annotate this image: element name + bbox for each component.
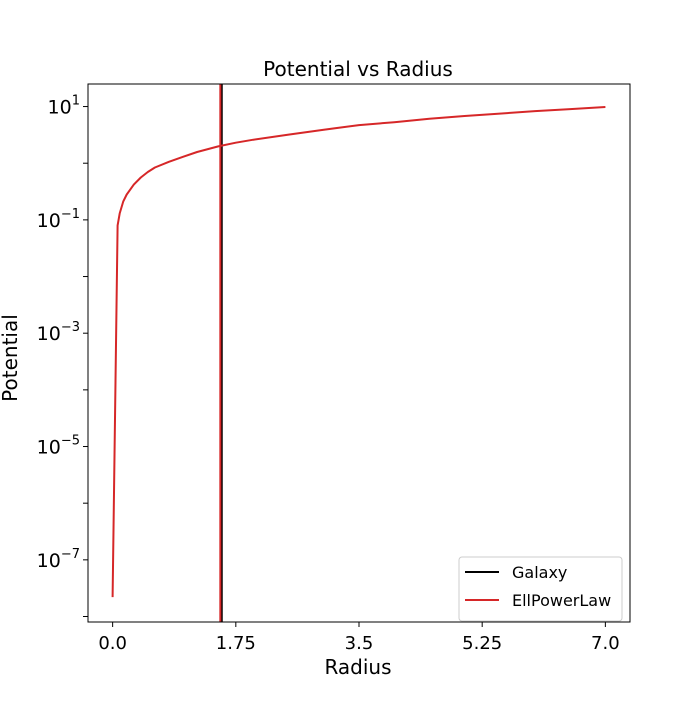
legend-box [458, 556, 623, 622]
x-tick-label: 1.75 [216, 633, 256, 654]
y-axis-label: Potential [0, 314, 22, 402]
series-line-ellpowerlaw [111, 106, 606, 598]
x-axis-label: Radius [324, 655, 391, 679]
legend-label-ellpowerlaw: EllPowerLaw [512, 591, 611, 610]
y-tick-label: 10−3 [37, 320, 80, 345]
x-axis: 0.0 1.75 3.5 5.25 7.0 [98, 622, 620, 654]
y-tick-label: 10−7 [37, 547, 80, 572]
x-tick-label: 7.0 [591, 633, 620, 654]
plot-frame [87, 83, 631, 623]
legend-label-galaxy: Galaxy [512, 563, 567, 582]
y-axis: 101 10−1 10−3 10−5 10−7 [37, 94, 88, 618]
y-tick-label: 10−1 [37, 207, 80, 232]
x-tick-label: 3.5 [345, 633, 374, 654]
legend: Galaxy EllPowerLaw [458, 556, 623, 622]
chart-title: Potential vs Radius [263, 57, 453, 81]
y-tick-label: 10−5 [37, 434, 80, 459]
x-tick-label: 5.25 [462, 633, 502, 654]
plot-area [111, 84, 606, 622]
x-tick-label: 0.0 [98, 633, 127, 654]
y-tick-label: 101 [48, 94, 80, 119]
